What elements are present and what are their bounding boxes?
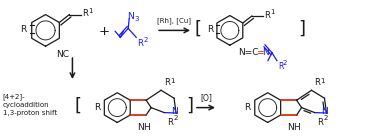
Text: 2: 2 xyxy=(173,115,177,120)
Text: NC: NC xyxy=(56,50,69,59)
Text: [: [ xyxy=(74,97,81,115)
Text: R: R xyxy=(94,103,100,112)
Text: R: R xyxy=(137,39,143,48)
Text: N: N xyxy=(137,123,144,132)
Text: R: R xyxy=(314,78,321,87)
Text: [4+2]-
cycloaddition
1,3-proton shift: [4+2]- cycloaddition 1,3-proton shift xyxy=(3,93,57,116)
Text: H: H xyxy=(143,123,150,132)
Text: +: + xyxy=(99,25,110,38)
Text: ]: ] xyxy=(186,97,193,115)
Text: R: R xyxy=(207,25,213,34)
Text: R: R xyxy=(164,78,170,87)
Text: N=C: N=C xyxy=(238,48,259,57)
Text: R: R xyxy=(278,62,283,71)
Text: 1: 1 xyxy=(170,78,175,84)
Text: N: N xyxy=(287,123,294,132)
Text: N: N xyxy=(171,107,178,116)
Text: [O]: [O] xyxy=(200,93,212,102)
Text: R: R xyxy=(318,117,324,127)
Text: R: R xyxy=(245,103,251,112)
Text: [: [ xyxy=(195,19,202,37)
Text: [Rh], [Cu]: [Rh], [Cu] xyxy=(157,18,191,24)
Text: N: N xyxy=(322,107,328,116)
Text: 2: 2 xyxy=(283,60,287,66)
Text: ]: ] xyxy=(299,19,305,37)
Text: H: H xyxy=(293,123,300,132)
Text: 1: 1 xyxy=(321,78,325,84)
Text: R: R xyxy=(264,10,270,20)
Text: R: R xyxy=(20,25,26,34)
Text: R: R xyxy=(167,117,173,127)
Text: 3: 3 xyxy=(134,15,138,22)
Text: 1: 1 xyxy=(88,8,93,14)
Text: 2: 2 xyxy=(324,115,328,120)
Text: N: N xyxy=(262,48,269,57)
Text: 2: 2 xyxy=(143,37,147,43)
Text: 1: 1 xyxy=(270,9,274,15)
Text: R: R xyxy=(82,9,88,18)
Text: =: = xyxy=(256,48,263,57)
Text: N: N xyxy=(127,12,133,21)
